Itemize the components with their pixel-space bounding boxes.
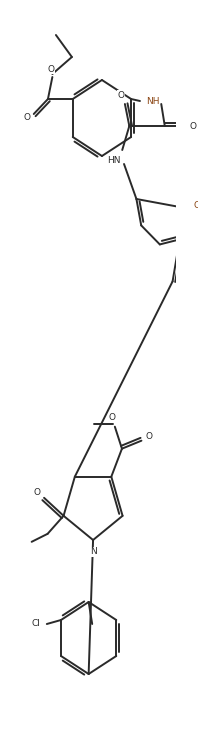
Text: O: O [109,413,116,422]
Text: O: O [23,112,30,122]
Text: O: O [146,432,153,441]
Text: O: O [194,201,198,210]
Text: Cl: Cl [32,619,41,629]
Text: O: O [190,122,197,131]
Text: NH: NH [146,97,159,106]
Text: O: O [47,64,54,74]
Text: O: O [33,489,40,497]
Text: HN: HN [107,156,120,165]
Text: O: O [118,91,125,100]
Text: N: N [90,548,96,556]
